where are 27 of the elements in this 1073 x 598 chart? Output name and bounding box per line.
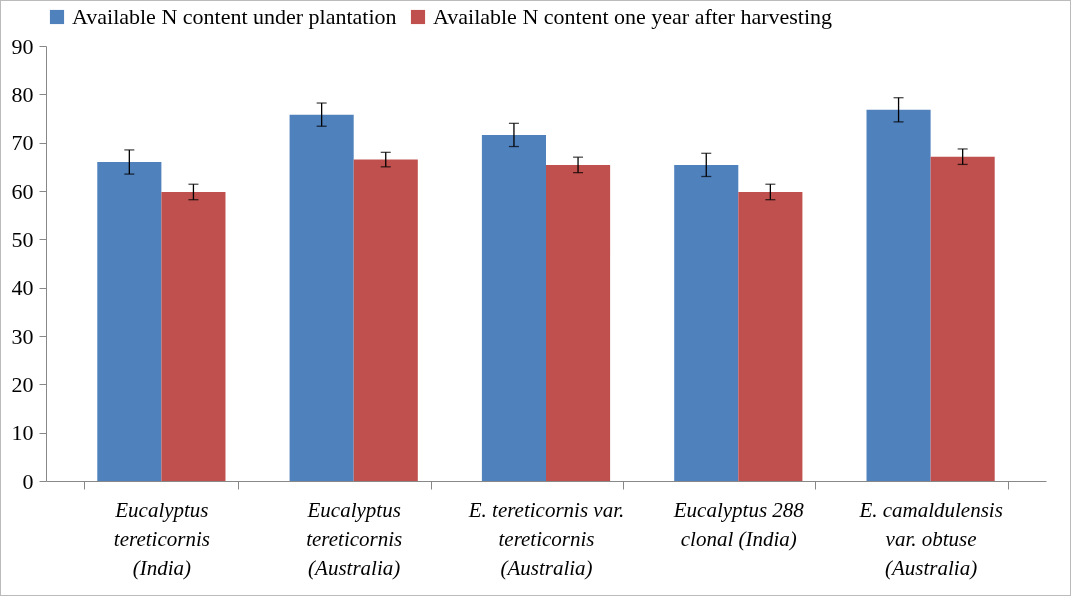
bar (866, 109, 931, 481)
y-tick-label: 40 (11, 275, 34, 301)
legend-label: Available N content one year after harvesting (433, 4, 833, 29)
y-tick-label: 20 (11, 371, 34, 397)
x-tick-label: Eucalyptus tereticornis (India) (113, 497, 210, 580)
y-tick-label: 30 (11, 323, 34, 349)
y-tick-label: 60 (11, 178, 34, 204)
bar (674, 164, 739, 481)
y-tick-label: 10 (11, 420, 34, 446)
bar (289, 114, 354, 481)
x-tick-label: Eucalyptus tereticornis (Australia) (306, 497, 403, 580)
bar (738, 191, 803, 481)
y-tick-label: 0 (22, 468, 34, 494)
bar (97, 162, 162, 481)
x-tick-label: E. camaldulensis var. obtuse (Australia) (858, 497, 1003, 580)
y-tick-label: 50 (11, 226, 34, 252)
y-tick-label: 90 (11, 33, 34, 59)
x-tick-label: Eucalyptus 288 clonal (India) (672, 497, 805, 551)
bar (161, 191, 226, 481)
y-tick-label: 70 (11, 130, 34, 156)
y-tick-label: 80 (11, 81, 34, 107)
bar (546, 164, 611, 481)
x-tick-label: E. tereticornis var. tereticornis (Australia) (467, 497, 625, 580)
bar (930, 156, 995, 481)
legend-label: Available N content under plantation (72, 4, 397, 29)
bar (353, 159, 418, 481)
bar (481, 134, 546, 481)
